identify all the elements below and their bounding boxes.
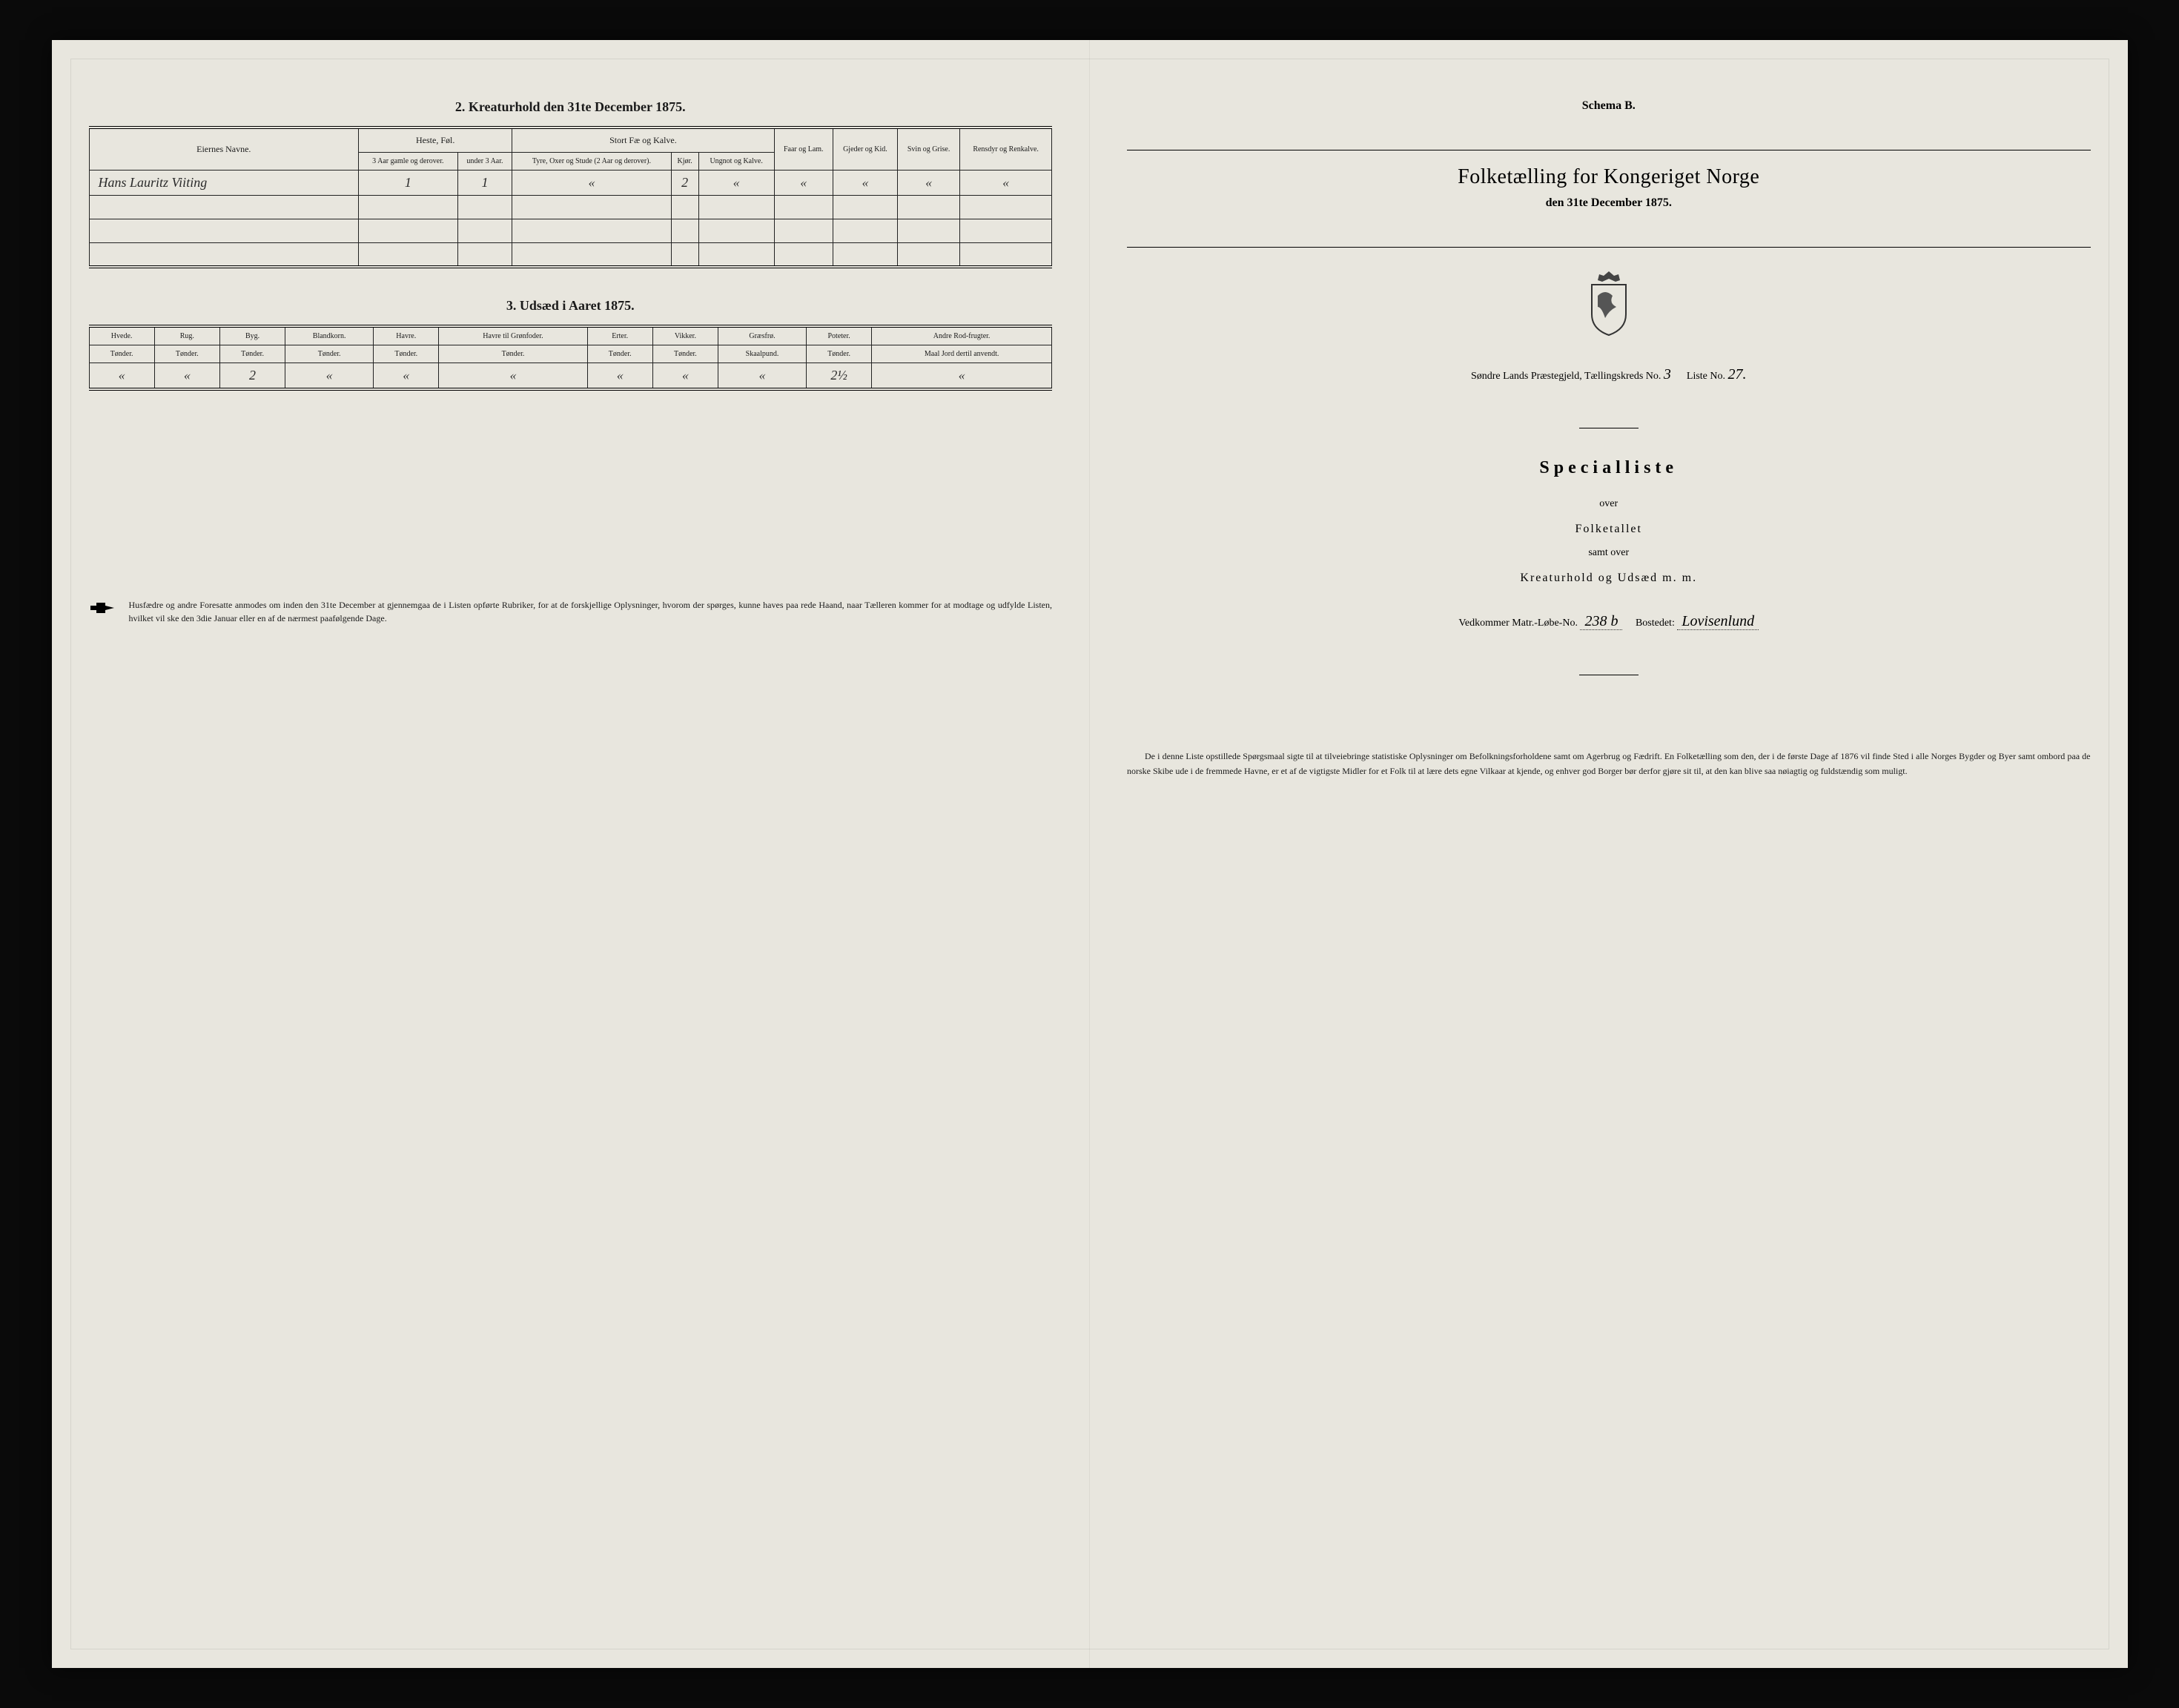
col-andre: Andre Rod-frugter. — [872, 326, 1052, 345]
section2-title: 2. Kreaturhold den 31te December 1875. — [89, 99, 1053, 115]
col-owner: Eiernes Navne. — [89, 128, 359, 171]
empty-row — [89, 196, 1052, 219]
matr-no: 238 b — [1580, 613, 1622, 630]
col-heste: Heste, Føl. — [359, 128, 512, 153]
col-faar: Faar og Lam. — [774, 128, 833, 171]
unit-hvede: Tønder. — [89, 345, 154, 363]
document-spread: 2. Kreaturhold den 31te December 1875. E… — [52, 40, 2128, 1667]
pointing-hand-icon — [89, 600, 116, 616]
cell-andre: « — [872, 363, 1052, 389]
cell-havre: « — [374, 363, 439, 389]
liste-no: 27. — [1728, 366, 1747, 383]
unit-poteter: Tønder. — [807, 345, 872, 363]
schema-label: Schema B. — [1127, 99, 2091, 113]
samt-over-label: samt over — [1127, 542, 2091, 565]
col-byg: Byg. — [219, 326, 285, 345]
col-havre: Havre. — [374, 326, 439, 345]
col-hvede: Hvede. — [89, 326, 154, 345]
cell-svin: « — [897, 171, 959, 196]
cell-erter: « — [587, 363, 652, 389]
col-tyre: Tyre, Oxer og Stude (2 Aar og derover). — [512, 153, 671, 171]
cell-ungnot: « — [698, 171, 774, 196]
specialliste-heading: Specialliste — [1127, 458, 2091, 478]
col-rug: Rug. — [154, 326, 219, 345]
over-label: over — [1127, 493, 2091, 516]
col-vikker: Vikker. — [652, 326, 718, 345]
cell-rug: « — [154, 363, 219, 389]
cell-vikker: « — [652, 363, 718, 389]
subtitle: den 31te December 1875. — [1127, 196, 2091, 210]
col-ren: Rensdyr og Renkalve. — [960, 128, 1052, 171]
col-heste-3aar: 3 Aar gamle og derover. — [359, 153, 458, 171]
col-erter: Erter. — [587, 326, 652, 345]
col-heste-under3: under 3 Aar. — [457, 153, 512, 171]
empty-row — [89, 243, 1052, 267]
cell-heste-3aar: 1 — [359, 171, 458, 196]
unit-rug: Tønder. — [154, 345, 219, 363]
right-page: Schema B. Folketælling for Kongeriget No… — [1090, 40, 2128, 1667]
matr-line: Vedkommer Matr.-Løbe-No. 238 b Bostedet:… — [1127, 613, 2091, 630]
unit-blandkorn: Tønder. — [285, 345, 374, 363]
sowing-row: « « 2 « « « « « « 2½ « — [89, 363, 1052, 389]
cell-faar: « — [774, 171, 833, 196]
folketallet-label: Folketallet — [1127, 516, 2091, 542]
matr-label: Vedkommer Matr.-Løbe-No. — [1458, 618, 1578, 629]
unit-havre-gron: Tønder. — [439, 345, 587, 363]
cell-blandkorn: « — [285, 363, 374, 389]
col-poteter: Poteter. — [807, 326, 872, 345]
left-page: 2. Kreaturhold den 31te December 1875. E… — [52, 40, 1091, 1667]
kreaturhold-label: Kreaturhold og Udsæd m. m. — [1127, 565, 2091, 591]
cell-havre-gron: « — [439, 363, 587, 389]
cell-grasfro: « — [718, 363, 807, 389]
unit-vikker: Tønder. — [652, 345, 718, 363]
bostedet-value: Lovisenlund — [1677, 613, 1759, 630]
col-ungnot: Ungnot og Kalve. — [698, 153, 774, 171]
left-footnote-text: Husfædre og andre Foresatte anmodes om i… — [129, 598, 1053, 625]
col-havre-gron: Havre til Grønfoder. — [439, 326, 587, 345]
col-storfe: Stort Fæ og Kalve. — [512, 128, 774, 153]
liste-label: Liste No. — [1687, 371, 1725, 382]
cell-kjor: 2 — [671, 171, 698, 196]
col-grasfro: Græsfrø. — [718, 326, 807, 345]
bostedet-label: Bostedet: — [1636, 618, 1675, 629]
main-title: Folketælling for Kongeriget Norge — [1127, 165, 2091, 189]
livestock-table: Eiernes Navne. Heste, Føl. Stort Fæ og K… — [89, 126, 1053, 268]
coat-of-arms-icon — [1583, 270, 1635, 337]
cell-heste-under3: 1 — [457, 171, 512, 196]
cell-tyre: « — [512, 171, 671, 196]
section3-title: 3. Udsæd i Aaret 1875. — [89, 298, 1053, 314]
col-blandkorn: Blandkorn. — [285, 326, 374, 345]
unit-grasfro: Skaalpund. — [718, 345, 807, 363]
sowing-table: Hvede. Rug. Byg. Blandkorn. Havre. Havre… — [89, 325, 1053, 391]
left-footnote-block: Husfædre og andre Foresatte anmodes om i… — [89, 598, 1053, 625]
cell-gjeder: « — [833, 171, 897, 196]
col-svin: Svin og Grise. — [897, 128, 959, 171]
unit-erter: Tønder. — [587, 345, 652, 363]
district-line: Søndre Lands Præstegjeld, Tællingskreds … — [1127, 366, 2091, 383]
district-prefix: Søndre Lands Præstegjeld, Tællingskreds … — [1471, 371, 1661, 382]
col-gjeder: Gjeder og Kid. — [833, 128, 897, 171]
right-footnote-text: De i denne Liste opstillede Spørgsmaal s… — [1127, 749, 2091, 778]
empty-row — [89, 219, 1052, 243]
cell-ren: « — [960, 171, 1052, 196]
cell-hvede: « — [89, 363, 154, 389]
unit-havre: Tønder. — [374, 345, 439, 363]
cell-poteter: 2½ — [807, 363, 872, 389]
unit-byg: Tønder. — [219, 345, 285, 363]
livestock-row: Hans Lauritz Viiting 1 1 « 2 « « « « « — [89, 171, 1052, 196]
cell-byg: 2 — [219, 363, 285, 389]
unit-andre: Maal Jord dertil anvendt. — [872, 345, 1052, 363]
col-kjor: Kjør. — [671, 153, 698, 171]
district-no: 3 — [1664, 366, 1671, 383]
cell-owner-name: Hans Lauritz Viiting — [89, 171, 359, 196]
sub-lines: over Folketallet samt over Kreaturhold o… — [1127, 493, 2091, 591]
